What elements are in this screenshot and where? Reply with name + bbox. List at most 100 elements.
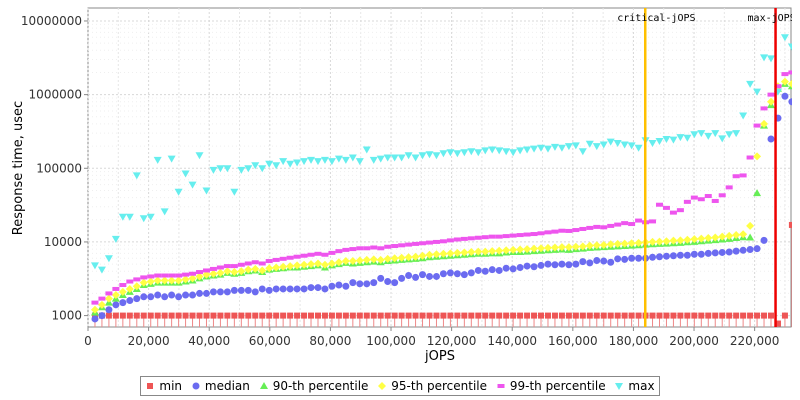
median-point (565, 261, 573, 269)
p95-point (446, 249, 455, 258)
p99-point (593, 224, 601, 229)
p99-point (788, 70, 796, 75)
min-point (161, 312, 168, 319)
p95-point (432, 250, 441, 259)
max-point (418, 152, 427, 160)
p99-point (230, 264, 238, 269)
max-point (606, 138, 615, 146)
p95-point (488, 247, 497, 256)
p99-point (474, 235, 482, 240)
max-point (767, 55, 776, 63)
p95-point (606, 240, 615, 249)
p95-point (530, 244, 539, 253)
max-point (195, 152, 204, 160)
x-tick-label: 20,000 (128, 334, 170, 348)
max-point (313, 158, 322, 166)
median-point (537, 261, 545, 269)
median-point (363, 280, 371, 288)
max-point (690, 131, 699, 139)
max-point (655, 137, 664, 145)
median-point (405, 272, 413, 280)
median-point (98, 312, 106, 320)
p99-point (412, 241, 420, 246)
median-point (286, 285, 294, 293)
max-point (174, 188, 183, 196)
annotation-label: critical-jOPS (617, 13, 695, 24)
p95-point (481, 247, 490, 256)
series-p95 (90, 77, 796, 314)
p95-point (725, 231, 734, 240)
p99-point (216, 265, 224, 270)
p99-point (175, 273, 183, 278)
p95-point (509, 245, 518, 254)
p95-point (425, 250, 434, 259)
p95-point (411, 252, 420, 261)
min-point (294, 312, 301, 319)
min-point (342, 312, 349, 319)
median-point (314, 284, 322, 292)
p99-point (202, 268, 210, 273)
median-point (544, 260, 552, 268)
min-point (377, 312, 384, 319)
x-tick-label: 60,000 (249, 334, 291, 348)
series-p99 (91, 70, 796, 305)
p95-point (557, 243, 566, 252)
p99-point (767, 92, 775, 97)
max-point (146, 213, 155, 221)
max-point (599, 141, 608, 149)
min-point (614, 312, 621, 319)
min-point (719, 312, 726, 319)
legend-marker (192, 382, 200, 390)
max-point (557, 144, 566, 152)
p99-point (635, 218, 643, 223)
max-point (167, 155, 176, 163)
p99-point (154, 273, 162, 278)
p95-point (634, 238, 643, 247)
min-point (586, 312, 593, 319)
median-point (460, 271, 468, 279)
series-max (90, 34, 796, 274)
p99-point (614, 222, 622, 227)
p95-point (146, 277, 155, 286)
p99-point (300, 253, 308, 258)
median-point (683, 251, 691, 259)
min-point (252, 312, 259, 319)
median-point (384, 278, 392, 286)
p95-point (502, 246, 511, 255)
legend-swatch (497, 384, 505, 388)
p95-point (181, 275, 190, 284)
median-point (586, 259, 594, 267)
min-point (517, 312, 524, 319)
min-point (781, 312, 788, 319)
median-point (690, 250, 698, 258)
p95-point (376, 255, 385, 264)
p99-point (607, 223, 615, 228)
min-point (754, 312, 761, 319)
median-point (725, 248, 733, 256)
median-point (488, 266, 496, 274)
max-point (446, 149, 455, 157)
p95-point (111, 291, 120, 300)
max-point (627, 142, 636, 150)
p95-point (620, 239, 629, 248)
p95-point (118, 287, 127, 296)
p99-point (432, 239, 440, 244)
p99-point (126, 279, 134, 284)
median-point (391, 279, 399, 287)
p95-point (348, 257, 357, 266)
x-tick-label: 0 (84, 334, 92, 348)
p95-point (90, 305, 99, 314)
max-point (383, 154, 392, 162)
p95-point (523, 245, 532, 254)
median-point (607, 258, 615, 266)
x-tick-label: 80,000 (309, 334, 351, 348)
legend-swatch (147, 383, 154, 389)
p95-point (174, 276, 183, 285)
p99-point (502, 234, 510, 239)
y-tick-labels: 1000 10000 100000 1000000 10000000 (21, 14, 82, 323)
p99-point (112, 286, 120, 291)
median-point (349, 279, 357, 287)
median-point (432, 272, 440, 280)
p99-point (481, 235, 489, 240)
max-point (334, 155, 343, 163)
